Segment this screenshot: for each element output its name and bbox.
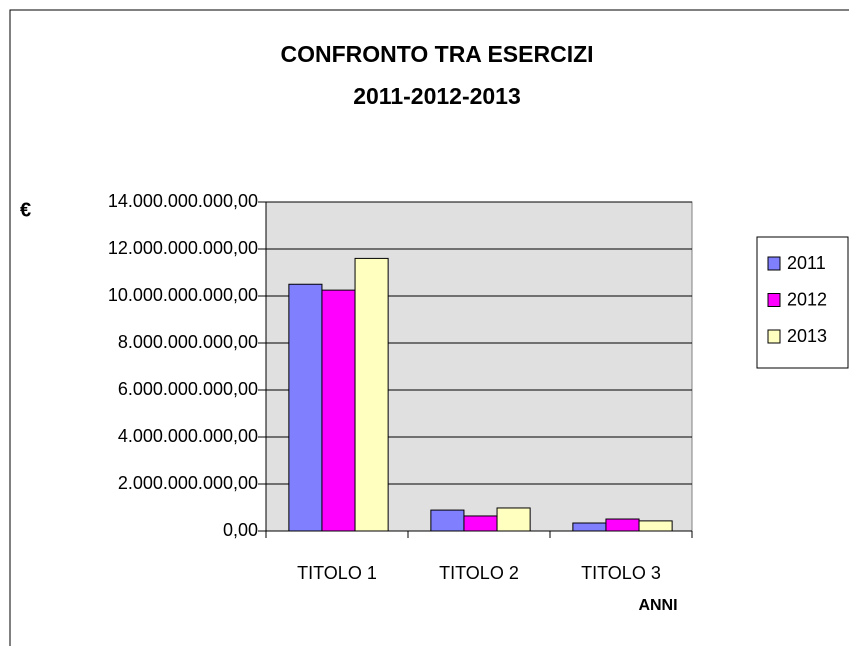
legend-swatch bbox=[767, 293, 781, 307]
bar bbox=[288, 283, 323, 532]
bar bbox=[463, 515, 498, 532]
bar bbox=[354, 257, 389, 532]
bar bbox=[638, 520, 673, 532]
y-tick-label: 6.000.000.000,00 bbox=[118, 379, 258, 399]
bar bbox=[605, 518, 640, 532]
legend-label: 2012 bbox=[787, 289, 827, 309]
x-tick-label: TITOLO 3 bbox=[581, 563, 661, 583]
y-tick-label: 8.000.000.000,00 bbox=[118, 332, 258, 352]
bar bbox=[430, 509, 465, 532]
y-tick-label: 0,00 bbox=[223, 520, 258, 540]
y-tick-label: 2.000.000.000,00 bbox=[118, 473, 258, 493]
x-axis-label: ANNI bbox=[638, 597, 677, 614]
legend-swatch bbox=[767, 329, 781, 344]
y-tick-label: 14.000.000.000,00 bbox=[108, 191, 258, 211]
legend-label: 2011 bbox=[787, 253, 826, 273]
legend-label: 2013 bbox=[787, 326, 827, 346]
chart-frame bbox=[9, 9, 849, 646]
bar bbox=[496, 507, 531, 532]
y-tick-label: 4.000.000.000,00 bbox=[118, 426, 258, 446]
y-axis-label: € bbox=[20, 199, 31, 221]
legend-swatch bbox=[767, 256, 781, 271]
chart-title: CONFRONTO TRA ESERCIZI bbox=[280, 41, 593, 67]
y-tick-label: 12.000.000.000,00 bbox=[108, 238, 258, 258]
x-tick-label: TITOLO 2 bbox=[439, 563, 519, 583]
chart-subtitle: 2011-2012-2013 bbox=[353, 83, 521, 109]
bar bbox=[321, 289, 356, 532]
y-tick-label: 10.000.000.000,00 bbox=[108, 285, 258, 305]
bar bbox=[572, 522, 607, 532]
x-tick-label: TITOLO 1 bbox=[297, 563, 377, 583]
